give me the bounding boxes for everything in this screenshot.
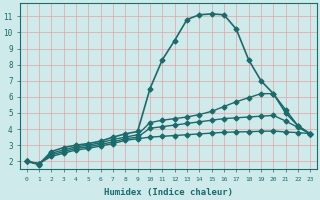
X-axis label: Humidex (Indice chaleur): Humidex (Indice chaleur) bbox=[104, 188, 233, 197]
